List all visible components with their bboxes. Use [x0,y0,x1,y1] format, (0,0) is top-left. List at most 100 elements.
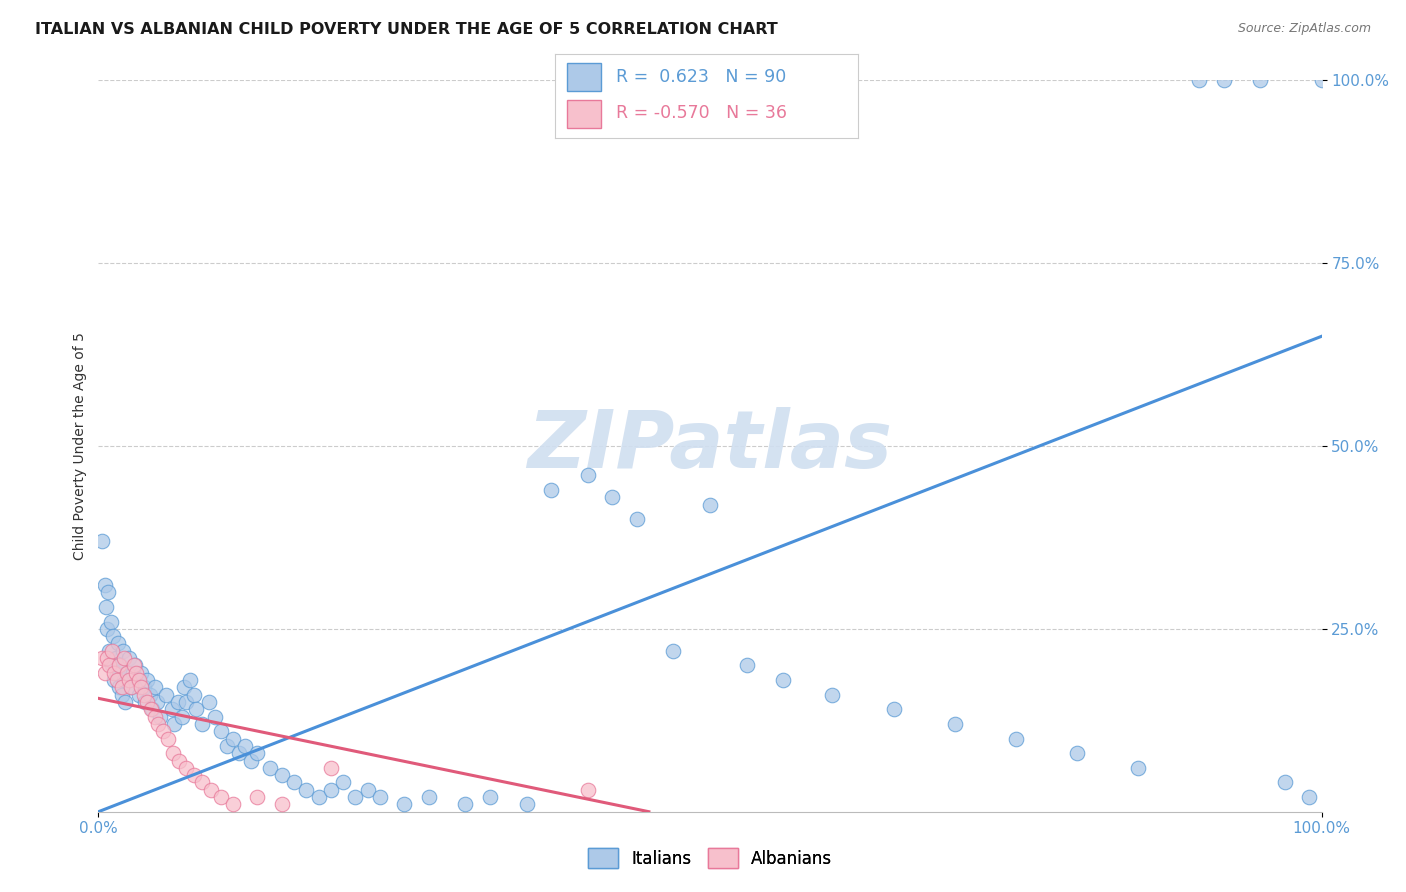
Point [1188,73,1211,87]
Point [111,681,134,695]
Point [332,775,354,789]
Point [772,673,794,687]
Point [454,797,477,812]
Point [222,731,245,746]
Point [132,681,155,695]
Point [101,629,124,643]
Point [368,790,391,805]
Point [319,782,342,797]
Point [515,797,537,812]
Point [149,709,172,723]
Point [191,775,214,789]
Point [1212,73,1234,87]
Point [98,644,121,658]
Point [101,644,124,658]
Point [129,681,152,695]
Point [344,790,367,805]
Point [157,731,180,746]
FancyBboxPatch shape [568,62,600,91]
Point [179,673,201,687]
Text: R =  0.623   N = 90: R = 0.623 N = 90 [616,68,786,86]
Point [821,688,844,702]
Point [163,717,186,731]
Point [1004,731,1026,746]
Point [259,761,281,775]
Point [1274,775,1296,789]
Point [136,695,159,709]
Point [120,681,142,695]
Point [132,688,155,702]
Point [103,665,125,680]
Point [115,665,138,680]
Point [735,658,758,673]
Point [121,665,143,680]
Point [200,782,222,797]
Point [160,702,183,716]
Point [1298,790,1320,805]
Point [228,746,250,760]
Point [128,688,150,702]
Point [110,658,132,673]
Point [105,673,128,687]
Point [112,651,135,665]
Text: ZIPatlas: ZIPatlas [527,407,893,485]
Point [197,695,219,709]
Y-axis label: Child Poverty Under the Age of 5: Child Poverty Under the Age of 5 [73,332,87,560]
Point [141,702,163,716]
Point [111,644,134,658]
Point [176,761,198,775]
Point [240,754,263,768]
Point [98,658,121,673]
Point [319,761,342,775]
Point [478,790,501,805]
Point [111,688,134,702]
Point [215,739,238,753]
Point [128,673,150,687]
Point [600,490,623,504]
Point [134,695,156,709]
Point [176,695,198,709]
Point [204,709,226,723]
Point [283,775,305,789]
Point [209,790,232,805]
Point [1249,73,1271,87]
Point [139,702,162,716]
Point [96,622,118,636]
Point [246,746,269,760]
Point [173,681,195,695]
Point [270,797,294,812]
Point [125,665,148,680]
Point [94,599,117,614]
Point [167,695,190,709]
Point [108,681,131,695]
Point [93,665,115,680]
Point [183,688,205,702]
Point [148,717,170,731]
FancyBboxPatch shape [568,100,600,128]
Legend: Italians, Albanians: Italians, Albanians [579,839,841,877]
Point [186,702,208,716]
Point [1310,73,1333,87]
Point [183,768,205,782]
Point [170,709,193,723]
Point [97,585,120,599]
Point [107,636,129,650]
Point [108,658,131,673]
Point [233,739,256,753]
Point [91,534,114,549]
Point [152,724,174,739]
Point [139,688,162,702]
Point [118,651,141,665]
Point [91,651,114,665]
Point [105,665,128,680]
Point [120,681,142,695]
Point [118,673,141,687]
Point [167,754,190,768]
Point [662,644,685,658]
Point [246,790,269,805]
Point [146,695,169,709]
Point [101,658,124,673]
Text: R = -0.570   N = 36: R = -0.570 N = 36 [616,104,787,122]
Point [540,483,562,497]
Point [356,782,378,797]
